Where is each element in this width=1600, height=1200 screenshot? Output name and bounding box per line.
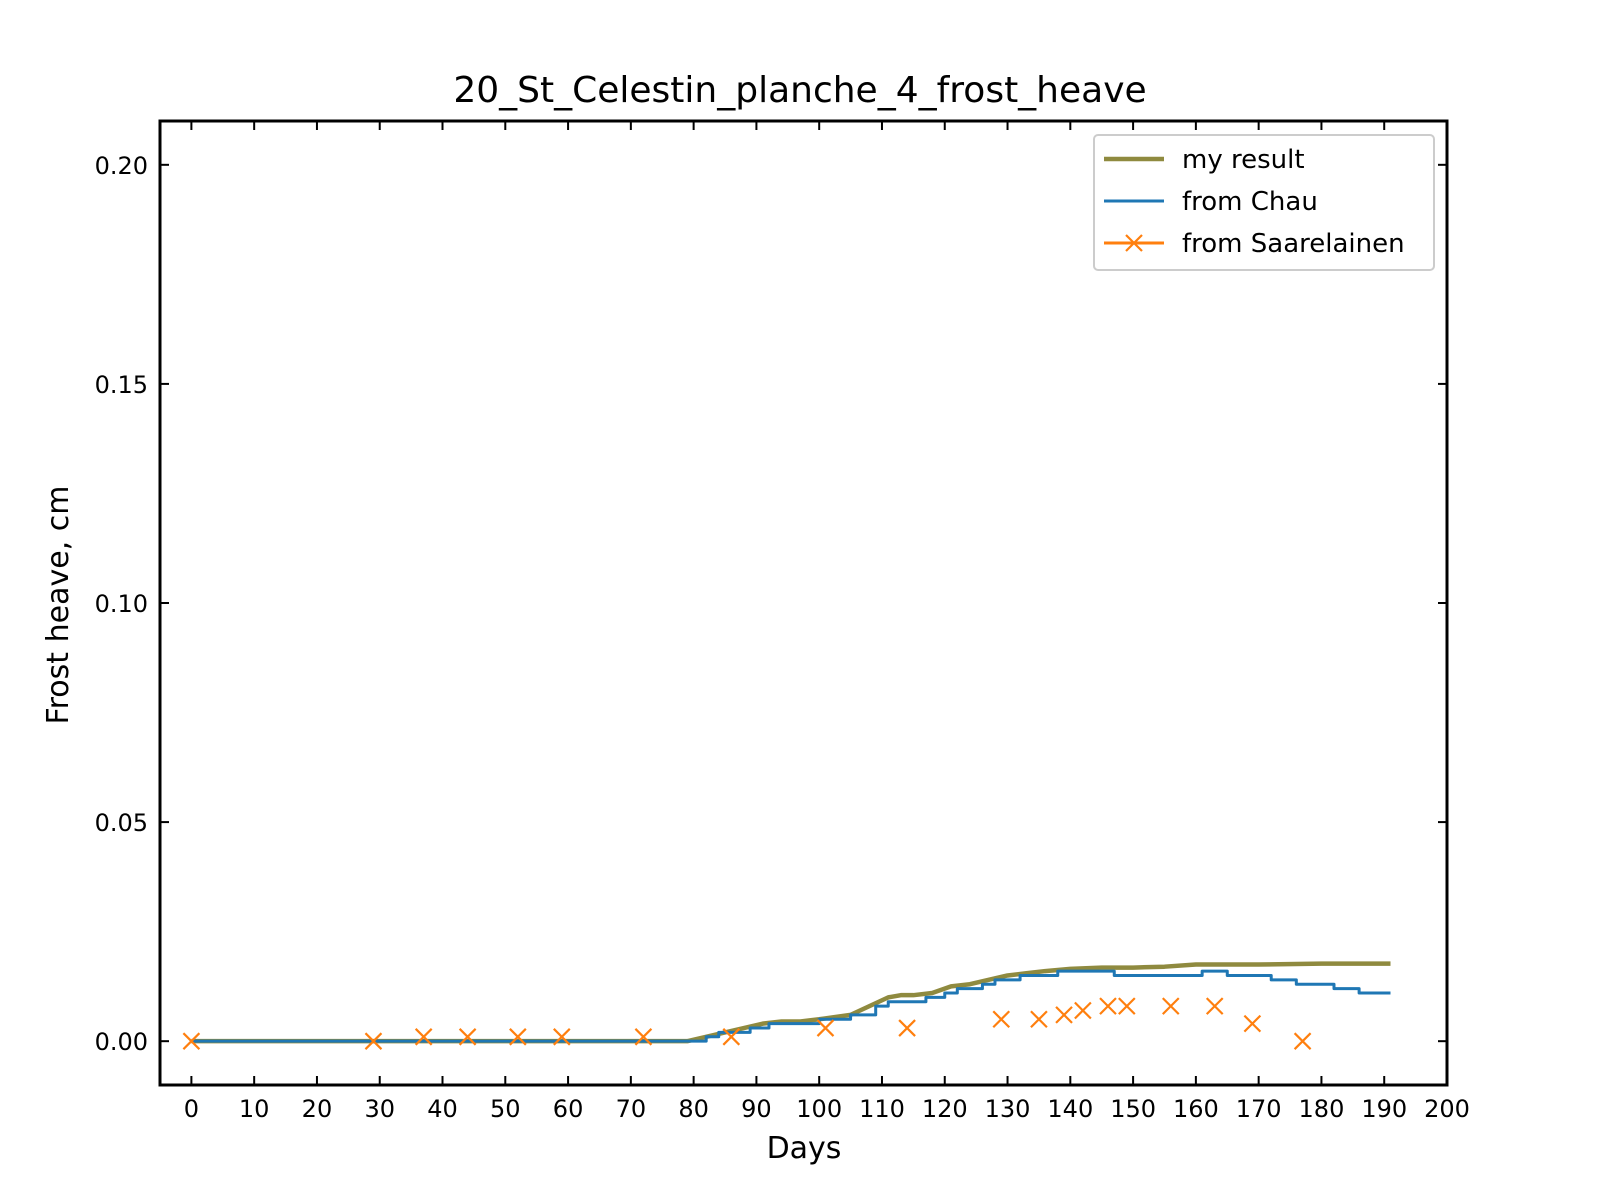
- x-tick-label: 70: [616, 1095, 647, 1123]
- plot-frame: [158, 119, 1449, 1087]
- legend-marker: [1125, 234, 1143, 252]
- legend: my result from Chau from Saarelainen: [1093, 134, 1435, 271]
- x-tick-label: 40: [427, 1095, 458, 1123]
- legend-entry: from Chau: [1104, 187, 1318, 217]
- x-tick-label: 200: [1424, 1095, 1470, 1123]
- legend-label: from Chau: [1182, 187, 1318, 217]
- y-tick-label: 0.15: [95, 371, 148, 399]
- axis-ticks: 0 10 20 30 40 50 60 70 80 90 100 110 120 130 140 150 160…: [95, 121, 1470, 1123]
- saarelainen-point: [509, 1028, 527, 1046]
- x-tick-label: 100: [796, 1095, 842, 1123]
- series-layer: [182, 961, 1391, 1050]
- saarelainen-point: [458, 1028, 477, 1046]
- y-axis-title: Frost heave, cm: [41, 486, 76, 725]
- x-tick-label: 180: [1299, 1095, 1345, 1123]
- saarelainen-point: [898, 1019, 916, 1037]
- y-tick-label: 0.00: [95, 1028, 148, 1056]
- saarelainen-point: [1030, 1010, 1048, 1029]
- x-tick-label: 50: [490, 1095, 521, 1123]
- chart-title: 20_St_Celestin_planche_4_frost_heave: [453, 70, 1146, 111]
- my-result-series-line: [191, 961, 1391, 1044]
- x-tick-label: 160: [1173, 1095, 1219, 1123]
- x-axis-title: Days: [767, 1131, 842, 1166]
- x-tick-label: 110: [859, 1095, 905, 1123]
- saarelainen-point: [364, 1032, 383, 1050]
- x-tick-label: 10: [239, 1095, 270, 1123]
- legend-box: [1093, 134, 1435, 271]
- saarelainen-point: [816, 1019, 835, 1037]
- x-tick-label: 80: [678, 1095, 709, 1123]
- x-tick-label: 150: [1110, 1095, 1156, 1123]
- saarelainen-point: [182, 1032, 201, 1050]
- saarelainen-point: [1161, 997, 1180, 1015]
- legend-label: from Saarelainen: [1182, 229, 1405, 259]
- chau-series-line: [191, 969, 1391, 1043]
- legend-entry: from Saarelainen: [1104, 229, 1405, 259]
- saarelainen-point: [553, 1028, 571, 1046]
- y-tick-label: 0.10: [95, 590, 148, 618]
- x-tick-label: 30: [364, 1095, 395, 1123]
- saarelainen-point: [634, 1028, 653, 1046]
- saarelainen-point: [992, 1010, 1011, 1029]
- x-tick-label: 170: [1236, 1095, 1282, 1123]
- saarelainen-point: [1118, 997, 1136, 1015]
- x-tick-label: 20: [302, 1095, 333, 1123]
- saarelainen-point: [414, 1028, 433, 1046]
- y-tick-label: 0.20: [95, 152, 148, 180]
- legend-entry: my result: [1104, 145, 1305, 175]
- x-tick-label: 190: [1361, 1095, 1407, 1123]
- x-tick-label: 90: [741, 1095, 772, 1123]
- saarelainen-point: [1074, 1001, 1092, 1020]
- x-tick-label: 130: [985, 1095, 1031, 1123]
- saarelainen-point: [1099, 997, 1117, 1015]
- x-tick-label: 60: [553, 1095, 584, 1123]
- saarelainen-point: [1205, 997, 1224, 1015]
- saarelainen-point: [1293, 1032, 1312, 1050]
- saarelainen-point: [1243, 1014, 1262, 1033]
- x-tick-label: 0: [184, 1095, 199, 1123]
- x-tick-label: 120: [922, 1095, 968, 1123]
- x-tick-label: 140: [1047, 1095, 1093, 1123]
- legend-label: my result: [1182, 145, 1305, 175]
- saarelainen-point: [722, 1028, 741, 1046]
- saarelainen-point: [1055, 1006, 1073, 1024]
- y-tick-label: 0.05: [95, 809, 148, 837]
